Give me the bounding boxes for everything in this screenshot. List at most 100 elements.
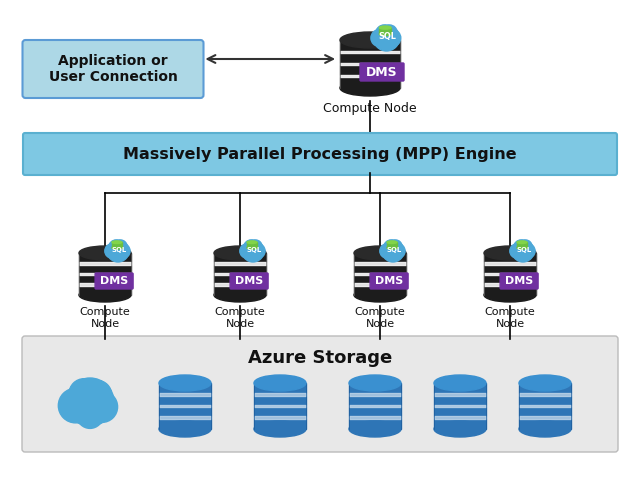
FancyBboxPatch shape bbox=[95, 273, 133, 289]
Ellipse shape bbox=[354, 246, 406, 260]
FancyBboxPatch shape bbox=[370, 273, 408, 289]
Text: SQL: SQL bbox=[247, 247, 262, 253]
Bar bbox=[340, 40, 400, 88]
Bar bbox=[519, 393, 571, 396]
Text: DMS: DMS bbox=[375, 276, 403, 286]
Ellipse shape bbox=[434, 375, 486, 391]
Circle shape bbox=[521, 244, 535, 258]
Circle shape bbox=[382, 240, 404, 262]
Circle shape bbox=[251, 244, 265, 258]
Ellipse shape bbox=[254, 375, 306, 391]
Bar bbox=[519, 383, 571, 429]
Ellipse shape bbox=[247, 241, 257, 243]
Bar bbox=[354, 273, 406, 275]
Text: SQL: SQL bbox=[379, 32, 397, 41]
Bar bbox=[387, 242, 397, 248]
Circle shape bbox=[383, 25, 397, 39]
Bar bbox=[79, 273, 131, 275]
Bar bbox=[214, 253, 266, 295]
Text: DMS: DMS bbox=[505, 276, 534, 286]
Circle shape bbox=[83, 380, 112, 409]
Ellipse shape bbox=[214, 246, 266, 260]
Text: DMS: DMS bbox=[366, 65, 398, 78]
FancyBboxPatch shape bbox=[23, 133, 617, 175]
Bar bbox=[79, 262, 131, 265]
Circle shape bbox=[66, 378, 114, 426]
Bar bbox=[354, 283, 406, 286]
Circle shape bbox=[384, 30, 401, 46]
Text: Compute
Node: Compute Node bbox=[485, 307, 535, 329]
Ellipse shape bbox=[517, 241, 527, 243]
Circle shape bbox=[510, 244, 524, 258]
Circle shape bbox=[380, 244, 394, 258]
Bar bbox=[112, 242, 122, 248]
Ellipse shape bbox=[519, 375, 571, 391]
Bar bbox=[79, 253, 131, 295]
Text: SQL: SQL bbox=[516, 247, 532, 253]
Bar bbox=[484, 253, 536, 295]
Text: DMS: DMS bbox=[235, 276, 263, 286]
Bar bbox=[519, 416, 571, 419]
Bar bbox=[349, 416, 401, 419]
Bar bbox=[254, 393, 306, 396]
Ellipse shape bbox=[387, 246, 397, 249]
FancyBboxPatch shape bbox=[230, 273, 268, 289]
Ellipse shape bbox=[387, 241, 397, 243]
Circle shape bbox=[512, 240, 534, 262]
Circle shape bbox=[105, 244, 119, 258]
Bar bbox=[519, 405, 571, 407]
Bar bbox=[349, 405, 401, 407]
Ellipse shape bbox=[79, 288, 131, 302]
Circle shape bbox=[69, 378, 99, 408]
Ellipse shape bbox=[519, 421, 571, 437]
Text: DMS: DMS bbox=[100, 276, 128, 286]
Bar bbox=[484, 283, 536, 286]
Bar bbox=[214, 273, 266, 275]
Ellipse shape bbox=[349, 421, 401, 437]
Bar bbox=[434, 416, 486, 419]
Bar bbox=[214, 262, 266, 265]
Ellipse shape bbox=[159, 375, 211, 391]
Circle shape bbox=[250, 240, 262, 252]
Ellipse shape bbox=[340, 32, 400, 48]
Bar bbox=[484, 262, 536, 265]
Bar bbox=[354, 253, 406, 295]
Circle shape bbox=[58, 388, 93, 423]
Ellipse shape bbox=[484, 288, 536, 302]
Bar bbox=[254, 405, 306, 407]
Bar bbox=[254, 383, 306, 429]
Text: Compute
Node: Compute Node bbox=[80, 307, 130, 329]
Bar bbox=[517, 242, 527, 248]
Ellipse shape bbox=[354, 288, 406, 302]
Bar bbox=[349, 383, 401, 429]
Bar bbox=[79, 283, 131, 286]
Ellipse shape bbox=[517, 246, 527, 249]
Ellipse shape bbox=[349, 375, 401, 391]
Ellipse shape bbox=[79, 246, 131, 260]
Text: Compute
Node: Compute Node bbox=[214, 307, 265, 329]
Bar bbox=[340, 75, 400, 77]
Circle shape bbox=[376, 25, 392, 41]
Ellipse shape bbox=[112, 241, 122, 243]
Ellipse shape bbox=[159, 421, 211, 437]
Bar bbox=[254, 416, 306, 419]
Bar bbox=[159, 405, 211, 407]
Bar bbox=[354, 262, 406, 265]
Circle shape bbox=[514, 240, 527, 253]
Circle shape bbox=[244, 240, 257, 253]
Bar bbox=[349, 393, 401, 396]
FancyBboxPatch shape bbox=[360, 63, 404, 81]
Bar bbox=[340, 51, 400, 53]
Text: Compute Node: Compute Node bbox=[323, 102, 417, 115]
Ellipse shape bbox=[214, 288, 266, 302]
Text: Azure Storage: Azure Storage bbox=[248, 349, 392, 367]
Text: Massively Parallel Processing (MPP) Engine: Massively Parallel Processing (MPP) Engi… bbox=[123, 147, 517, 162]
Ellipse shape bbox=[254, 421, 306, 437]
Circle shape bbox=[240, 244, 254, 258]
Circle shape bbox=[520, 240, 532, 252]
Ellipse shape bbox=[247, 246, 257, 249]
Text: Compute
Node: Compute Node bbox=[354, 307, 405, 329]
Bar bbox=[379, 28, 391, 34]
Circle shape bbox=[116, 244, 130, 258]
Ellipse shape bbox=[379, 32, 391, 36]
